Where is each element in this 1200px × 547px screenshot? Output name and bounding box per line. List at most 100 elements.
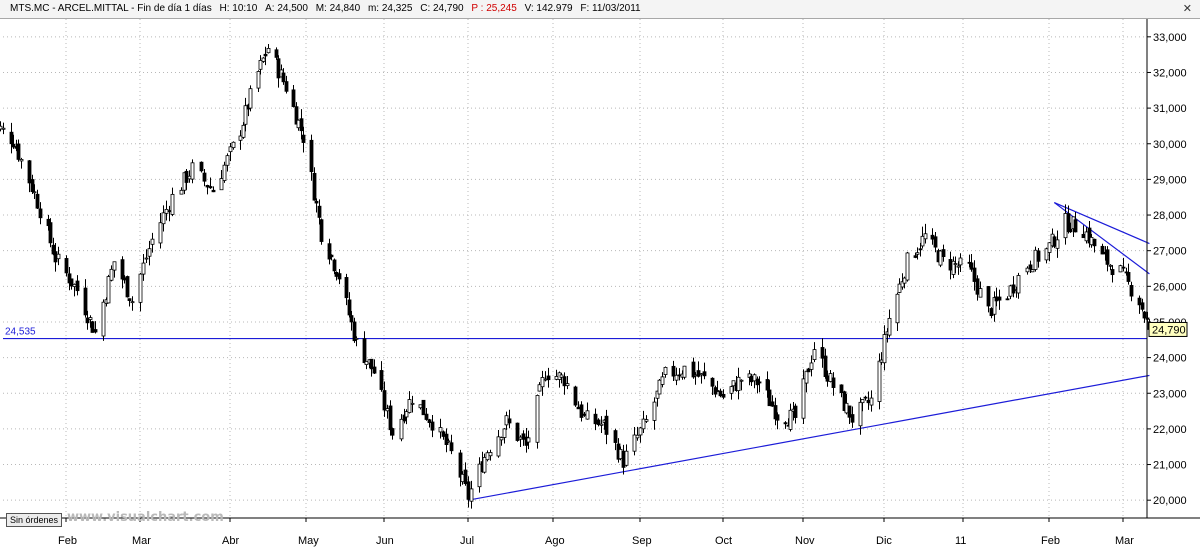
candle-body	[438, 427, 443, 433]
chart-header: MTS.MC - ARCEL.MITTAL - Fin de día 1 día…	[0, 0, 1200, 19]
candle-body	[515, 422, 520, 441]
candle-body	[488, 452, 493, 457]
candle-body	[56, 253, 61, 260]
candle-body	[573, 386, 578, 406]
candle-body	[994, 296, 999, 302]
candle-body	[463, 469, 468, 485]
y-tick-label: 30,000	[1153, 139, 1187, 151]
candle-body	[317, 205, 322, 218]
candle-body	[825, 375, 830, 382]
y-tick-label: 20,000	[1153, 495, 1187, 507]
candle-body	[496, 436, 501, 457]
x-tick-label: Ago	[545, 535, 565, 547]
candle-body	[225, 155, 230, 166]
candle-body	[352, 321, 357, 342]
x-tick-label: May	[298, 535, 319, 547]
candle-body	[671, 365, 676, 377]
candle-body	[164, 208, 169, 214]
candle-body	[327, 243, 332, 260]
candle-body	[1129, 285, 1134, 297]
candle-body	[190, 162, 195, 180]
candle-body	[879, 359, 884, 363]
candle-body	[757, 381, 762, 384]
x-tick-label: Oct	[715, 535, 732, 547]
candle-body	[1108, 264, 1113, 267]
candle-body	[106, 276, 111, 304]
candle-body	[930, 234, 935, 240]
candle-body	[1030, 269, 1035, 273]
trendline	[1054, 202, 1150, 245]
candle-body	[579, 404, 584, 418]
candle-body	[458, 452, 463, 478]
candle-body	[449, 442, 454, 452]
candle-body	[1068, 228, 1073, 233]
candle-body	[978, 288, 983, 298]
date-value: F: 11/03/2011	[580, 3, 641, 14]
last-price-box	[1148, 321, 1188, 337]
candle-body	[469, 488, 474, 502]
candle-body	[948, 259, 953, 271]
price-chart[interactable]: 20,00021,00022,00023,00024,00025,00026,0…	[0, 19, 1200, 547]
candle-body	[344, 277, 349, 299]
candle-body	[1047, 242, 1052, 253]
candle-body	[839, 384, 844, 394]
y-tick-label: 32,000	[1153, 67, 1187, 79]
candle-body	[1036, 250, 1041, 262]
candle-body	[1140, 302, 1145, 310]
candle-body	[179, 189, 184, 195]
candle-body	[895, 293, 900, 324]
candle-body	[167, 210, 172, 212]
candle-body	[526, 437, 531, 443]
candle-body	[749, 375, 754, 383]
candle-body	[863, 396, 868, 399]
candle-body	[228, 146, 233, 153]
candle-body	[582, 413, 587, 416]
candle-body	[385, 408, 390, 412]
candle-body	[783, 422, 788, 425]
candle-body	[941, 249, 946, 257]
candle-body	[562, 376, 567, 387]
candle-body	[882, 334, 887, 364]
candle-body	[866, 399, 871, 404]
candle-body	[314, 200, 319, 204]
candle-body	[731, 380, 736, 387]
candle-body	[19, 158, 24, 162]
candle-body	[565, 383, 570, 387]
candle-body	[309, 139, 314, 173]
candle-body	[274, 49, 279, 58]
close-icon[interactable]: ✕	[1182, 3, 1192, 15]
candle-body	[388, 405, 393, 431]
candle-body	[32, 191, 37, 194]
y-tick-label: 26,000	[1153, 281, 1187, 293]
y-tick-label: 27,000	[1153, 246, 1187, 258]
candle-body	[222, 164, 227, 181]
candle-body	[767, 389, 772, 407]
no-orders-button[interactable]: Sin órdenes	[6, 513, 63, 527]
last-price-label: 24,790	[1152, 324, 1186, 336]
candle-body	[1084, 231, 1089, 242]
candle-body	[958, 257, 963, 266]
candle-body	[390, 428, 395, 436]
candle-body	[187, 175, 192, 180]
candle-body	[170, 193, 175, 215]
y-tick-label: 22,000	[1153, 424, 1187, 436]
candle-body	[418, 404, 423, 409]
candle-body	[660, 376, 665, 385]
candle-body	[677, 374, 682, 377]
candle-body	[446, 440, 451, 443]
candle-body	[765, 379, 770, 391]
candle-body	[284, 81, 289, 92]
x-tick-label: Mar	[132, 535, 151, 547]
candle-body	[125, 276, 130, 298]
candle-body	[48, 222, 53, 244]
candle-body	[682, 365, 687, 378]
candle-body	[986, 286, 991, 307]
candle-body	[869, 397, 874, 406]
candle-body	[158, 222, 163, 244]
candle-body	[150, 238, 155, 245]
candle-body	[521, 433, 526, 440]
candle-body	[540, 377, 545, 388]
ask-value: A: 24,500	[265, 3, 308, 14]
candle-body	[823, 355, 828, 378]
candle-body	[332, 259, 337, 272]
